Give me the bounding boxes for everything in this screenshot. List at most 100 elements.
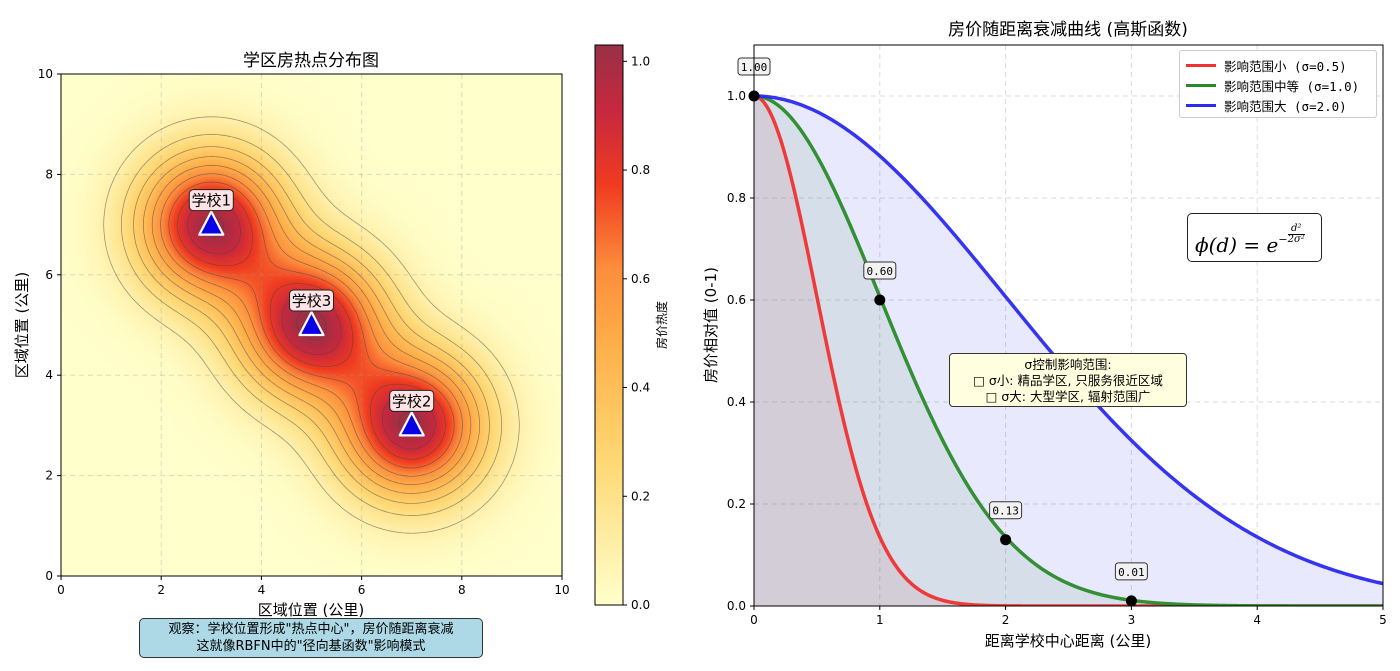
decay-y-tick-label: 1.0 [727, 89, 746, 103]
heatmap-y-tick-label: 2 [45, 469, 53, 483]
decay-point-label: 0.01 [1118, 566, 1145, 579]
decay-x-tick-label: 1 [876, 613, 884, 627]
legend-label-medium: 影响范围中等 (σ=1.0) [1224, 78, 1360, 94]
decay-legend: 影响范围小 (σ=0.5) 影响范围中等 (σ=1.0) 影响范围大 (σ=2.… [1179, 50, 1377, 118]
sigma-note-title: σ控制影响范围: [1024, 357, 1112, 372]
school-marker [298, 310, 325, 337]
heatmap-y-tick-label: 8 [45, 167, 53, 181]
heatmap-x-tick-label: 8 [458, 583, 466, 597]
decay-fills [754, 96, 1383, 606]
decay-x-tick-label: 0 [750, 613, 758, 627]
heatmap-x-ticks: 0 2 4 6 8 10 [57, 576, 570, 597]
decay-x-ticks: 0 1 2 3 4 5 [750, 606, 1387, 627]
colorbar-tick-label: 0.2 [631, 489, 650, 503]
legend-swatch-medium [1186, 83, 1216, 87]
heatmap-contour-line [160, 173, 463, 477]
decay-y-label: 房价相对值 (0-1) [702, 267, 720, 383]
legend-label-small: 影响范围小 (σ=0.5) [1224, 58, 1347, 74]
legend-label-large: 影响范围大 (σ=2.0) [1224, 98, 1347, 114]
heatmap-contour-line [121, 134, 502, 516]
decay-x-tick-label: 5 [1379, 613, 1387, 627]
colorbar-tick-label: 1.0 [631, 54, 650, 68]
sigma-note-small: □ σ小: 精品学区, 只服务很近区域 [973, 373, 1163, 388]
decay-title: 房价随距离衰减曲线 (高斯函数) [948, 20, 1188, 40]
colorbar-ticks: 0.0 0.2 0.4 0.6 0.8 1.0 [623, 54, 650, 612]
school-label-box [289, 289, 334, 312]
heatmap-x-tick-label: 2 [157, 583, 165, 597]
formula-box: ϕ(d) = e− d² 2σ² [1187, 213, 1322, 262]
heatmap-x-tick-label: 10 [554, 583, 569, 597]
decay-fill-large [754, 96, 1383, 606]
school-label: 学校1 [192, 192, 232, 210]
heatmap-contour-line [103, 116, 520, 534]
school-label-box [188, 189, 234, 212]
decay-y-tick-label: 0.6 [727, 293, 746, 307]
heatmap-y-label: 区域位置 (公里) [13, 272, 31, 378]
legend-swatch-small [1186, 63, 1216, 67]
school-label: 学校2 [392, 392, 432, 410]
decay-y-tick-label: 0.2 [727, 497, 746, 511]
school-marker [398, 411, 425, 437]
school-label-box [389, 389, 435, 412]
colorbar-tick-label: 0.8 [631, 163, 650, 177]
colorbar-label: 房价热度 [654, 301, 669, 349]
formula-lhs: ϕ(d) = e [1195, 233, 1279, 257]
school-marker [198, 210, 225, 236]
observation-line-1: 观察：学校位置形成"热点中心"，房价随距离衰减 [168, 622, 454, 637]
heatmap-contour-line [151, 165, 472, 485]
heatmap-contour-line [133, 146, 490, 504]
decay-point-label-box [1114, 562, 1148, 581]
decay-x-tick-label: 3 [1128, 613, 1136, 627]
decay-x-tick-label: 2 [1002, 613, 1010, 627]
heatmap-x-tick-label: 6 [358, 583, 366, 597]
heatmap-x-tick-label: 4 [258, 583, 266, 597]
decay-y-tick-label: 0.8 [727, 191, 746, 205]
decay-y-ticks: 0.0 0.2 0.4 0.6 0.8 1.0 [727, 89, 754, 613]
observation-note: 观察：学校位置形成"热点中心"，房价随距离衰减 这就像RBFN中的"径向基函数"… [139, 618, 483, 658]
sigma-note: σ控制影响范围: □ σ小: 精品学区, 只服务很近区域 □ σ大: 大型学区,… [949, 353, 1187, 407]
colorbar-tick-label: 0.0 [631, 598, 650, 612]
decay-marked-point [1125, 595, 1137, 607]
decay-x-tick-label: 4 [1253, 613, 1261, 627]
heatmap-y-tick-label: 0 [45, 569, 53, 583]
decay-line-small [754, 94, 1383, 606]
heatmap-y-tick-label: 4 [45, 368, 53, 382]
heatmap-x-label: 区域位置 (公里) [258, 601, 364, 619]
decay-y-tick-label: 0.0 [727, 599, 746, 613]
legend-entry-large: 影响范围大 (σ=2.0) [1180, 95, 1376, 115]
sigma-note-large: □ σ大: 大型学区, 辐射范围广 [985, 389, 1151, 404]
heatmap-x-tick-label: 0 [57, 583, 65, 597]
decay-fill-medium [754, 96, 1383, 606]
decay-fill-small [754, 96, 1383, 606]
formula-numerator: d² [1287, 224, 1305, 235]
school-markers: 学校1 学校2 学校3 [188, 189, 435, 437]
colorbar [594, 44, 624, 606]
legend-swatch-large [1186, 103, 1216, 107]
school-label: 学校3 [292, 292, 332, 310]
heatmap-y-tick-label: 6 [45, 268, 53, 282]
heatmap-contour-line [168, 181, 455, 469]
legend-entry-medium: 影响范围中等 (σ=1.0) [1180, 75, 1376, 95]
legend-entry-small: 影响范围小 (σ=0.5) [1180, 55, 1376, 75]
decay-frame [753, 44, 1384, 607]
decay-y-tick-label: 0.4 [727, 395, 746, 409]
decay-marked-point [874, 294, 886, 306]
decay-x-label: 距离学校中心距离 (公里) [985, 632, 1151, 650]
decay-marked-point [1000, 534, 1012, 546]
heatmap-y-tick-label: 10 [38, 67, 53, 81]
observation-line-2: 这就像RBFN中的"径向基函数"影响模式 [196, 639, 426, 654]
heatmap-contour-line [143, 156, 480, 494]
heatmap-frame [60, 73, 563, 577]
heatmap-title: 学区房热点分布图 [243, 51, 379, 71]
heatmap-y-ticks: 0 2 4 6 8 10 [38, 67, 61, 583]
decay-point-label: 0.13 [992, 505, 1019, 518]
formula-denominator: 2σ² [1287, 234, 1305, 245]
colorbar-tick-label: 0.4 [631, 381, 650, 395]
formula-exponent: d² 2σ² [1287, 224, 1305, 245]
colorbar-tick-label: 0.6 [631, 272, 650, 286]
decay-point-label-box [989, 501, 1023, 520]
decay-point-label-box [863, 261, 897, 280]
decay-point-label: 0.60 [867, 265, 894, 278]
